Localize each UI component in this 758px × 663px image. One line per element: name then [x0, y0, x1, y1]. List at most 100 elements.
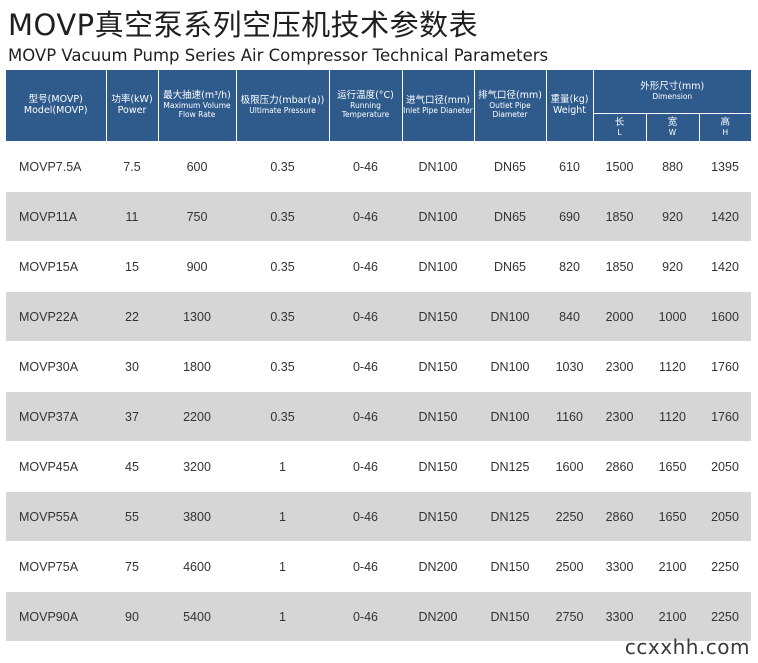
cell-power: 11: [106, 191, 158, 242]
cell-model: MOVP30A: [6, 341, 106, 392]
cell-length: 2860: [593, 491, 646, 542]
cell-power: 55: [106, 491, 158, 542]
header-outlet-pipe: 排气口径(mm) Outlet Pipe Diameter: [474, 70, 547, 142]
cell-length: 1500: [593, 141, 646, 192]
cell-flow-rate: 5400: [158, 591, 236, 642]
cell-pressure: 0.35: [236, 341, 329, 392]
cell-width: 1650: [646, 441, 699, 492]
cell-inlet: DN150: [402, 441, 474, 492]
cell-pressure: 0.35: [236, 191, 329, 242]
cell-pressure: 0.35: [236, 291, 329, 342]
page-title: MOVP真空泵系列空压机技术参数表: [8, 8, 479, 42]
cell-temperature: 0-46: [329, 291, 402, 342]
cell-width: 1650: [646, 491, 699, 542]
cell-outlet: DN65: [474, 141, 546, 192]
cell-height: 2250: [699, 541, 752, 592]
table-row: MOVP11A 11 750 0.35 0-46 DN100 DN65 690 …: [6, 191, 752, 242]
cell-power: 30: [106, 341, 158, 392]
cell-inlet: DN150: [402, 341, 474, 392]
cell-model: MOVP90A: [6, 591, 106, 642]
cell-outlet: DN65: [474, 191, 546, 242]
table-row: MOVP37A 37 2200 0.35 0-46 DN150 DN100 11…: [6, 391, 752, 442]
cell-weight: 2250: [546, 491, 593, 542]
cell-power: 22: [106, 291, 158, 342]
cell-pressure: 1: [236, 591, 329, 642]
cell-inlet: DN200: [402, 591, 474, 642]
header-power: 功率(kW) Power: [106, 70, 159, 142]
cell-height: 1760: [699, 391, 752, 442]
cell-width: 920: [646, 241, 699, 292]
cell-temperature: 0-46: [329, 341, 402, 392]
cell-inlet: DN150: [402, 291, 474, 342]
cell-width: 880: [646, 141, 699, 192]
cell-length: 2300: [593, 341, 646, 392]
cell-model: MOVP37A: [6, 391, 106, 442]
cell-flow-rate: 3800: [158, 491, 236, 542]
cell-width: 920: [646, 191, 699, 242]
cell-outlet: DN100: [474, 391, 546, 442]
cell-power: 75: [106, 541, 158, 592]
cell-pressure: 0.35: [236, 141, 329, 192]
cell-flow-rate: 1800: [158, 341, 236, 392]
cell-temperature: 0-46: [329, 591, 402, 642]
table-row: MOVP90A 90 5400 1 0-46 DN200 DN150 2750 …: [6, 591, 752, 642]
header-model: 型号(MOVP) Model(MOVP): [6, 70, 107, 142]
cell-length: 1850: [593, 191, 646, 242]
cell-model: MOVP75A: [6, 541, 106, 592]
cell-pressure: 1: [236, 441, 329, 492]
cell-length: 3300: [593, 541, 646, 592]
cell-weight: 1160: [546, 391, 593, 442]
page-subtitle: MOVP Vacuum Pump Series Air Compressor T…: [8, 46, 549, 65]
cell-model: MOVP22A: [6, 291, 106, 342]
watermark: ccxxhh.com: [624, 635, 750, 659]
table-row: MOVP55A 55 3800 1 0-46 DN150 DN125 2250 …: [6, 491, 752, 542]
cell-weight: 840: [546, 291, 593, 342]
cell-pressure: 1: [236, 541, 329, 592]
cell-inlet: DN100: [402, 191, 474, 242]
cell-length: 2000: [593, 291, 646, 342]
parameters-table: 型号(MOVP) Model(MOVP) 功率(kW) Power 最大抽速(m³/…: [6, 70, 752, 642]
cell-width: 2100: [646, 591, 699, 642]
cell-width: 1000: [646, 291, 699, 342]
cell-inlet: DN100: [402, 241, 474, 292]
cell-height: 1600: [699, 291, 752, 342]
cell-outlet: DN125: [474, 441, 546, 492]
cell-power: 7.5: [106, 141, 158, 192]
header-weight: 重量(kg) Weight: [546, 70, 594, 142]
table-row: MOVP30A 30 1800 0.35 0-46 DN150 DN100 10…: [6, 341, 752, 392]
cell-width: 1120: [646, 341, 699, 392]
cell-outlet: DN100: [474, 291, 546, 342]
cell-inlet: DN200: [402, 541, 474, 592]
cell-inlet: DN150: [402, 491, 474, 542]
cell-weight: 1030: [546, 341, 593, 392]
table-row: MOVP7.5A 7.5 600 0.35 0-46 DN100 DN65 61…: [6, 141, 752, 192]
cell-weight: 690: [546, 191, 593, 242]
cell-flow-rate: 750: [158, 191, 236, 242]
cell-height: 1760: [699, 341, 752, 392]
cell-weight: 610: [546, 141, 593, 192]
cell-weight: 1600: [546, 441, 593, 492]
cell-temperature: 0-46: [329, 241, 402, 292]
cell-flow-rate: 900: [158, 241, 236, 292]
cell-flow-rate: 1300: [158, 291, 236, 342]
cell-width: 2100: [646, 541, 699, 592]
cell-power: 90: [106, 591, 158, 642]
cell-outlet: DN150: [474, 591, 546, 642]
cell-model: MOVP45A: [6, 441, 106, 492]
cell-outlet: DN65: [474, 241, 546, 292]
cell-height: 1420: [699, 191, 752, 242]
header-dimension: 外形尺寸(mm) Dimension: [593, 70, 752, 114]
cell-pressure: 0.35: [236, 391, 329, 442]
cell-flow-rate: 3200: [158, 441, 236, 492]
cell-flow-rate: 2200: [158, 391, 236, 442]
cell-weight: 820: [546, 241, 593, 292]
cell-model: MOVP11A: [6, 191, 106, 242]
table-row: MOVP45A 45 3200 1 0-46 DN150 DN125 1600 …: [6, 441, 752, 492]
cell-weight: 2500: [546, 541, 593, 592]
cell-temperature: 0-46: [329, 141, 402, 192]
cell-height: 2050: [699, 441, 752, 492]
cell-outlet: DN150: [474, 541, 546, 592]
cell-pressure: 0.35: [236, 241, 329, 292]
